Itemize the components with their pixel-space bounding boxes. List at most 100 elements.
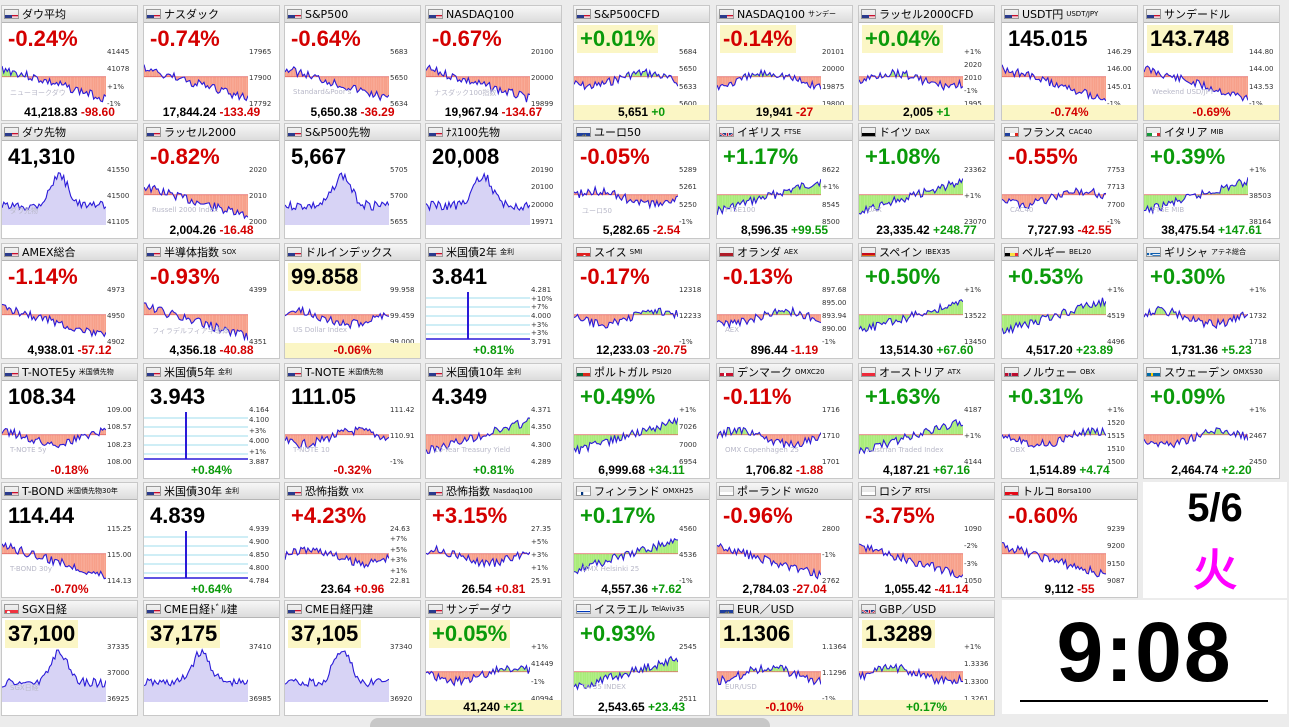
axis-label: 4560 xyxy=(679,525,697,533)
area-fill xyxy=(145,187,148,195)
market-tile[interactable]: NASDAQ100 -0.67% 20100 20000 19899 19,967.94 … xyxy=(425,5,562,121)
market-tile[interactable]: ドイツ DAX +1.08% 23362 +1% 23070 23,335.42 +248.… xyxy=(858,123,995,239)
market-tile[interactable]: ベルギー BEL20 +0.53% +1% 4519 4496 4,517.20 +23.8… xyxy=(1001,243,1138,359)
area-fill xyxy=(860,544,863,554)
market-tile[interactable]: デンマーク OMXC20 -0.11% 1716 1710 1701 1,706.82 -1… xyxy=(716,363,853,479)
area-fill xyxy=(574,434,576,452)
market-tile[interactable]: サンデーダウ +0.05% +1% 41449 -1% 40994 41,240 +21 xyxy=(425,600,562,716)
market-tile[interactable]: オランダ AEX -0.13% 897.68 895.00 893.94 890.00 -1%… xyxy=(716,243,853,359)
tile-subtitle: OMXS30 xyxy=(1233,368,1263,376)
area-fill xyxy=(1076,188,1078,195)
market-tile[interactable]: AMEX総合 -1.14% 4973 4950 4902 4,938.01 -57.12 xyxy=(1,243,138,359)
market-tile[interactable]: 米国債30年 金利 4.839 4.939 4.900 4.850 4.800 4.784 +0… xyxy=(143,482,280,598)
market-tile[interactable]: スウェーデン OMXS30 +0.09% +1% 2467 2450 2,464.74 +2… xyxy=(1143,363,1280,479)
axis-label: +1% xyxy=(1249,286,1266,294)
market-tile[interactable]: T-NOTE5y 米国債先物 108.34 109.00 108.57 108.23 108… xyxy=(1,363,138,479)
area-fill xyxy=(1098,300,1101,315)
area-fill xyxy=(1152,68,1155,77)
area-fill xyxy=(874,549,877,554)
chart-watermark: 10-Year Treasury Yield xyxy=(434,446,511,454)
market-tile[interactable]: フィンランド OMXH25 +0.17% 4560 4536 -1% 4,557.36 +7… xyxy=(573,482,710,598)
chart-watermark: OBX xyxy=(1010,446,1026,454)
area-fill xyxy=(508,76,511,90)
market-tile[interactable]: T-BOND 米国債先物30年 114.44 115.25 115.00 114.13 -0… xyxy=(1,482,138,598)
market-tile[interactable]: ポーランド WIG20 -0.96% 2800 -1% 2762 2,784.03 -27.… xyxy=(716,482,853,598)
price-line xyxy=(1002,426,1107,448)
axis-label: -1% xyxy=(822,695,836,703)
market-tile[interactable]: 米国債5年 金利 3.943 4.164 4.100 +3% 4.000 +1% 3.887 +0… xyxy=(143,363,280,479)
area-fill xyxy=(582,553,585,571)
market-tile[interactable]: ラッセル2000 -0.82% 2020 2010 2000 2,004.26 -16.4… xyxy=(143,123,280,239)
area-fill xyxy=(1084,76,1087,91)
area-fill xyxy=(761,553,763,564)
market-tile[interactable]: 米国債10年 金利 4.349 4.371 4.350 4.300 4.289 +0.81% 1… xyxy=(425,363,562,479)
market-tile[interactable]: 半導体指数 SOX -0.93% 4399 4351 4,356.18 -40.88 フィラ… xyxy=(143,243,280,359)
market-tile[interactable]: イギリス FTSE +1.17% 8622 +1% 8545 8500 8,596.35 +9… xyxy=(716,123,853,239)
market-tile[interactable]: S&P500CFD +0.01% 5684 5650 5633 5600 5,651 +0 xyxy=(573,5,710,121)
market-tile[interactable]: ロシア RTSI -3.75% 1090 -2% -3% 1050 1,055.42 -41.… xyxy=(858,482,995,598)
market-tile[interactable]: EUR／USD 1.1306 1.1364 1.1296 -1% -0.10% EUR/US… xyxy=(716,600,853,716)
axis-label: 41445 xyxy=(107,48,130,56)
tile-chart xyxy=(2,410,107,465)
market-tile[interactable]: S&P500先物 5,667 5705 5700 5655 xyxy=(284,123,421,239)
area-fill xyxy=(642,194,645,203)
market-tile[interactable]: USDT円 USDT/JPY 145.015 146.29 146.00 145.01 -1… xyxy=(1001,5,1138,121)
market-tile[interactable]: ユーロ50 -0.05% 5289 5261 5250 -1% 5,282.65 -2.54… xyxy=(573,123,710,239)
market-tile[interactable]: ダウ先物 41,310 41550 41500 41105 ダウ先物 xyxy=(1,123,138,239)
market-tile[interactable]: S&P500 -0.64% 5683 5650 5634 5,650.38 -36.29 S… xyxy=(284,5,421,121)
area-fill xyxy=(337,76,340,88)
market-tile[interactable]: イタリア MIB +0.39% +1% 38503 38164 38,475.54 +147… xyxy=(1143,123,1280,239)
area-fill xyxy=(584,434,587,446)
axis-label: +3% xyxy=(531,321,548,329)
market-tile[interactable]: ラッセル2000CFD +0.04% +1% 2020 2010 -1% 1995 2,005… xyxy=(858,5,995,121)
area-fill xyxy=(508,553,511,561)
area-fill xyxy=(1225,430,1227,435)
market-tile[interactable]: NASDAQ100 サンデー -0.14% 20101 20000 19875 19800 1… xyxy=(716,5,853,121)
area-fill xyxy=(387,76,389,98)
market-tile[interactable]: トルコ Borsa100 -0.60% 9239 9200 9150 9087 9,112 -… xyxy=(1001,482,1138,598)
area-fill xyxy=(1237,76,1240,96)
tile-name: ギリシャ xyxy=(1164,246,1208,259)
market-tile[interactable]: 恐怖指数 Nasdaq100 +3.15% 27.35 +5% +3% +1% 25.91 26… xyxy=(425,482,562,598)
area-fill xyxy=(876,314,879,323)
market-tile[interactable]: ダウ平均 -0.24% 41445 41078 +1% -1% 41,218.83 -98.… xyxy=(1,5,138,121)
area-fill xyxy=(313,548,315,554)
market-tile[interactable]: ﾅｽ100先物 20,008 20190 20100 20000 19971 xyxy=(425,123,562,239)
market-tile[interactable]: フランス CAC40 -0.55% 7753 7713 7700 -1% 7,727.93 -… xyxy=(1001,123,1138,239)
area-fill xyxy=(646,429,649,435)
area-fill xyxy=(1225,314,1227,327)
market-tile[interactable]: 恐怖指数 VIX +4.23% 24.63 +7% +5% +3% +1% 22.81 23.64… xyxy=(284,482,421,598)
market-tile[interactable]: GBP／USD 1.3289 +1% 1.3336 1.3300 1.3261 +0.17% xyxy=(858,600,995,716)
market-tile[interactable]: スペイン IBEX35 +0.50% +1% 13522 13450 13,514.30 +… xyxy=(858,243,995,359)
market-tile[interactable]: ギリシャ アテネ総合 +0.30% +1% 1732 1718 1,731.36 +5.23 xyxy=(1143,243,1280,359)
market-tile[interactable]: 米国債2年 金利 3.841 4.281 +10% +7% 4.000 +3% +3% 3.791… xyxy=(425,243,562,359)
market-tile[interactable]: オーストリア ATX +1.63% 4187 +1% 4144 4,187.21 +67.1… xyxy=(858,363,995,479)
area-fill xyxy=(931,76,934,83)
tile-subtitle: 米国債先物30年 xyxy=(67,487,118,495)
market-tile[interactable]: SGX日経 37,100 37335 37000 36925 SGX日経 xyxy=(1,600,138,716)
market-tile[interactable]: ポルトガル PSI20 +0.49% +1% 7026 7000 6954 6,999.68 … xyxy=(573,363,710,479)
market-tile[interactable]: イスラエル TelAviv35 +0.93% 2545 2511 2,543.65 +23… xyxy=(573,600,710,716)
market-tile[interactable]: ドルインデックス 99.858 99.958 99.459 99.000 -0.06% US… xyxy=(284,243,421,359)
price-line xyxy=(144,302,249,342)
area-fill xyxy=(642,71,645,77)
market-tile[interactable]: ノルウェー OBX +0.31% +1% 1520 1515 1510 1500 1,514.8… xyxy=(1001,363,1138,479)
market-tile[interactable]: CME日経ﾄﾞﾙ建 37,175 37410 36985 xyxy=(143,600,280,716)
market-tile[interactable]: T-NOTE 米国債先物 111.05 111.42 110.91 -1% -0.32% T-… xyxy=(284,363,421,479)
axis-label: 4.300 xyxy=(531,441,552,449)
footer-value: 26.54 xyxy=(461,582,492,596)
tile-name: サンデードル xyxy=(1164,8,1230,21)
area-fill xyxy=(330,76,333,86)
bottom-scroll-handle[interactable] xyxy=(370,718,770,727)
market-tile[interactable]: ナスダック -0.74% 17965 17900 17792 17,844.24 -133… xyxy=(143,5,280,121)
market-tile[interactable]: CME日経円建 37,105 37340 36920 xyxy=(284,600,421,716)
area-fill xyxy=(1046,194,1048,204)
area-fill xyxy=(72,314,75,332)
area-fill xyxy=(605,434,608,440)
axis-label: 19875 xyxy=(822,83,845,91)
tile-axis-labels: 5289 5261 5250 -1% xyxy=(678,166,709,228)
market-tile[interactable]: サンデードル 143.748 144.80 144.00 143.53 -1% -0.69%… xyxy=(1143,5,1280,121)
tile-header: 米国債2年 金利 xyxy=(426,244,561,261)
area-fill xyxy=(1091,188,1094,195)
market-tile[interactable]: スイス SMI -0.17% 12318 12233 -1% 12,233.03 -20.7… xyxy=(573,243,710,359)
